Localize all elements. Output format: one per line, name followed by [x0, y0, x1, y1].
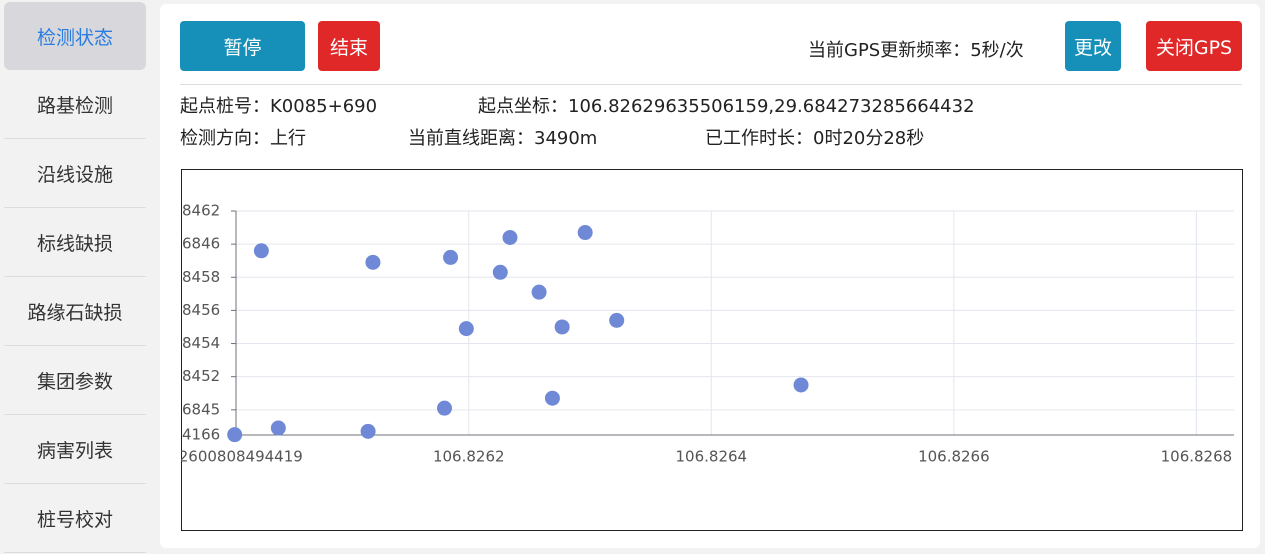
x-tick-label: 106.8262 — [433, 448, 505, 466]
y-tick-label: 6845 — [182, 400, 220, 418]
sidebar-item[interactable]: 病害列表 — [4, 415, 146, 484]
x-tick-label: 106.8266 — [918, 448, 990, 466]
y-tick-label: 8454 — [182, 334, 220, 352]
close-gps-button[interactable]: 关闭GPS — [1146, 21, 1242, 71]
y-tick-label: 4166 — [182, 426, 220, 444]
point — [577, 225, 593, 241]
point — [609, 312, 625, 328]
stop-button[interactable]: 结束 — [318, 21, 380, 71]
point — [458, 321, 474, 337]
pause-button[interactable]: 暂停 — [180, 21, 305, 71]
direction: 检测方向：上行 — [180, 128, 306, 149]
x-tick-label: 106.8264 — [676, 448, 748, 466]
sidebar: 检测状态 路基检测 沿线设施 标线缺损 路缘石缺损 集团参数 病害列表 桩号校对 — [0, 0, 150, 554]
change-button[interactable]: 更改 — [1065, 21, 1121, 71]
point — [793, 377, 809, 393]
point — [502, 230, 518, 246]
sidebar-item[interactable]: 集团参数 — [4, 346, 146, 415]
point — [443, 249, 459, 265]
distance: 当前直线距离：3490m — [408, 128, 598, 149]
sidebar-item[interactable]: 沿线设施 — [4, 139, 146, 208]
point — [365, 254, 381, 270]
main-panel: 暂停 结束 当前GPS更新频率：5秒/次 更改 关闭GPS 起点桩号：K0085… — [160, 4, 1260, 548]
point — [360, 423, 376, 439]
sidebar-item[interactable]: 路基检测 — [4, 70, 146, 139]
point — [531, 284, 547, 300]
start-coord: 起点坐标：106.82629635506159,29.6842732856644… — [478, 96, 975, 117]
divider — [180, 84, 1242, 85]
point — [544, 390, 560, 406]
y-tick-label: 8452 — [182, 367, 220, 385]
point — [436, 400, 452, 416]
work-time: 已工作时长：0时20分28秒 — [705, 128, 925, 149]
sidebar-item[interactable]: 桩号校对 — [4, 484, 146, 553]
sidebar-item[interactable]: 路缘石缺损 — [4, 277, 146, 346]
y-tick-label: 8458 — [182, 268, 220, 286]
rate-text: 当前GPS更新频率：5秒/次 — [808, 40, 1024, 61]
point — [492, 264, 508, 280]
sidebar-item[interactable]: 检测状态 — [4, 2, 146, 70]
point — [554, 319, 570, 335]
point — [227, 427, 243, 443]
chart-frame — [181, 169, 1243, 531]
point — [253, 243, 269, 259]
x-tick-label: 106.8268 — [1161, 448, 1233, 466]
y-tick-label: 6846 — [182, 235, 220, 253]
chart: 8462 6846 8458 8456 8454 8452 6845 4166 82600808… — [181, 169, 1243, 531]
point — [270, 420, 286, 436]
y-tick-label: 8456 — [182, 301, 220, 319]
y-tick-label: 8462 — [182, 202, 220, 220]
start-stake: 起点桩号：K0085+690 — [180, 96, 378, 117]
x-tick-label: 82600808494419 — [181, 448, 303, 466]
sidebar-item[interactable]: 标线缺损 — [4, 208, 146, 277]
